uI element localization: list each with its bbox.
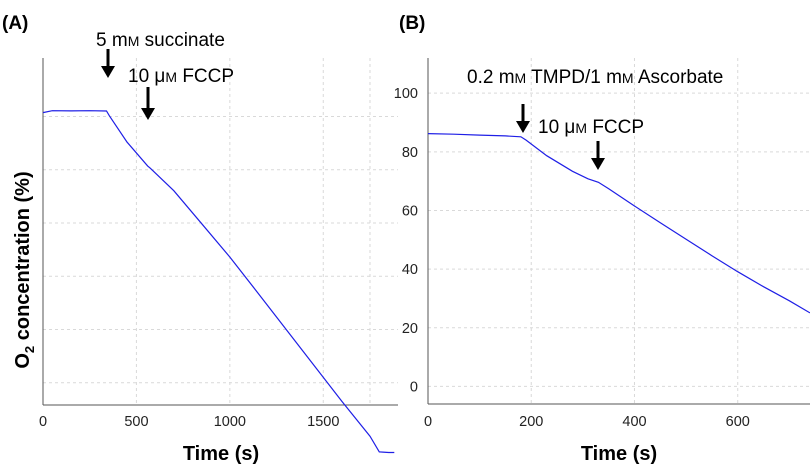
- y-tick-label: 20: [402, 321, 418, 337]
- panel-b-x-ticks: 0 200 400 600: [424, 414, 750, 430]
- arrow-succinate-head: [101, 66, 115, 78]
- panel-a-series-line: [42, 110, 395, 454]
- panel-a-grid: [43, 58, 398, 404]
- arrow-fccp-b-head: [591, 158, 605, 170]
- panel-b-annotations: 0.2 mM TMPD/1 mM Ascorbate 10 μM FCCP: [467, 67, 723, 170]
- annotation-fccp-a: 10 μM FCCP: [128, 66, 234, 87]
- x-tick-label: 0: [424, 414, 432, 430]
- panel-b-label: (B): [399, 13, 425, 34]
- y-tick-label: 80: [402, 145, 418, 161]
- y-tick-label: 40: [402, 262, 418, 278]
- annotation-succinate: 5 mM succinate: [96, 30, 225, 51]
- x-tick-label: 0: [39, 414, 47, 430]
- arrow-fccp-a-head: [141, 108, 155, 120]
- panel-b: (B) 0 20 40 60 80 100 0 200 400 600 0.2 mM TMPD/…: [394, 13, 810, 465]
- panel-a-annotations: 5 mM succinate 10 μM FCCP: [96, 30, 234, 120]
- panel-a-y-label: O2 concentration (%): [12, 171, 37, 368]
- y-tick-label: 100: [394, 86, 418, 102]
- y-tick-label: 0: [410, 379, 418, 395]
- annotation-fccp-b: 10 μM FCCP: [538, 117, 644, 138]
- panel-a: (A) 0 500 1000 1500 5 mM succinate 10 μM FC…: [2, 13, 398, 465]
- annotation-tmpd-ascorbate: 0.2 mM TMPD/1 mM Ascorbate: [467, 67, 723, 88]
- x-tick-label: 600: [726, 414, 750, 430]
- panel-a-label: (A): [2, 13, 28, 34]
- x-tick-label: 1000: [214, 414, 246, 430]
- panel-a-x-ticks: 0 500 1000 1500: [39, 414, 339, 430]
- x-tick-label: 500: [124, 414, 148, 430]
- panel-b-x-label: Time (s): [581, 443, 657, 465]
- panel-b-grid: [428, 58, 810, 404]
- panel-a-x-label: Time (s): [183, 443, 259, 465]
- panel-b-series-line: [427, 133, 810, 314]
- y-tick-label: 60: [402, 203, 418, 219]
- x-tick-label: 1500: [307, 414, 339, 430]
- panel-b-y-ticks: 0 20 40 60 80 100: [394, 86, 418, 395]
- x-tick-label: 400: [622, 414, 646, 430]
- x-tick-label: 200: [519, 414, 543, 430]
- arrow-tmpd-head: [516, 121, 530, 133]
